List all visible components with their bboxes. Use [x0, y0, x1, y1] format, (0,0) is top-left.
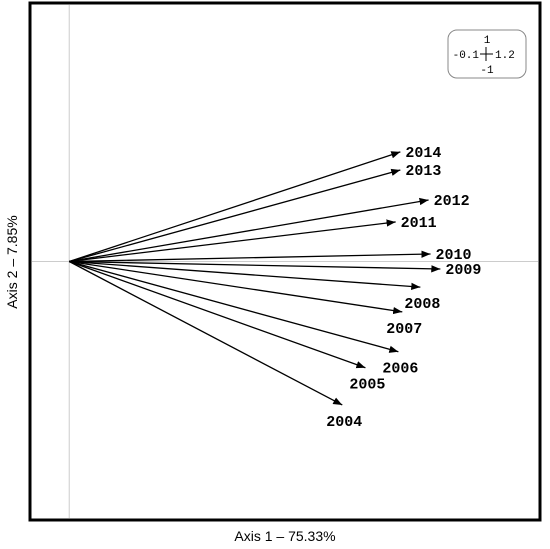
vector-label: 2009	[445, 262, 481, 279]
vector-label: 2011	[401, 215, 437, 232]
y-axis-label: Axis 2 – 7.85%	[4, 215, 20, 308]
vector-label: 2004	[326, 414, 362, 431]
vector-arrow	[69, 168, 401, 263]
vector-arrow	[69, 250, 431, 263]
plot-frame	[28, 1, 542, 522]
vector-label: 2012	[434, 193, 470, 210]
scale-ymin: -1	[480, 65, 494, 77]
vector-arrow	[69, 219, 396, 263]
scale-xmax: 1.2	[495, 50, 515, 62]
vector-arrow	[69, 260, 366, 369]
vector-arrow	[69, 260, 399, 353]
x-axis-label: Axis 1 – 75.33%	[234, 528, 335, 544]
vector-label: 2007	[386, 321, 422, 338]
scale-box: 1 -1 -0.1 1.2	[447, 29, 527, 79]
vector-label: 2008	[404, 296, 440, 313]
vector-label: 2010	[436, 247, 472, 264]
vector-arrow	[69, 151, 401, 263]
vector-label: 2013	[405, 163, 441, 180]
vector-arrow	[69, 197, 429, 263]
vector-label: 2005	[349, 377, 385, 394]
vector-arrow	[69, 260, 421, 291]
vector-arrow	[69, 260, 441, 273]
vector-label: 2014	[405, 145, 441, 162]
vector-label: 2006	[382, 361, 418, 378]
vector-arrow	[69, 260, 403, 315]
scale-ymax: 1	[484, 35, 491, 47]
vector-arrow	[68, 260, 343, 406]
scale-xmin: -0.1	[453, 50, 480, 62]
